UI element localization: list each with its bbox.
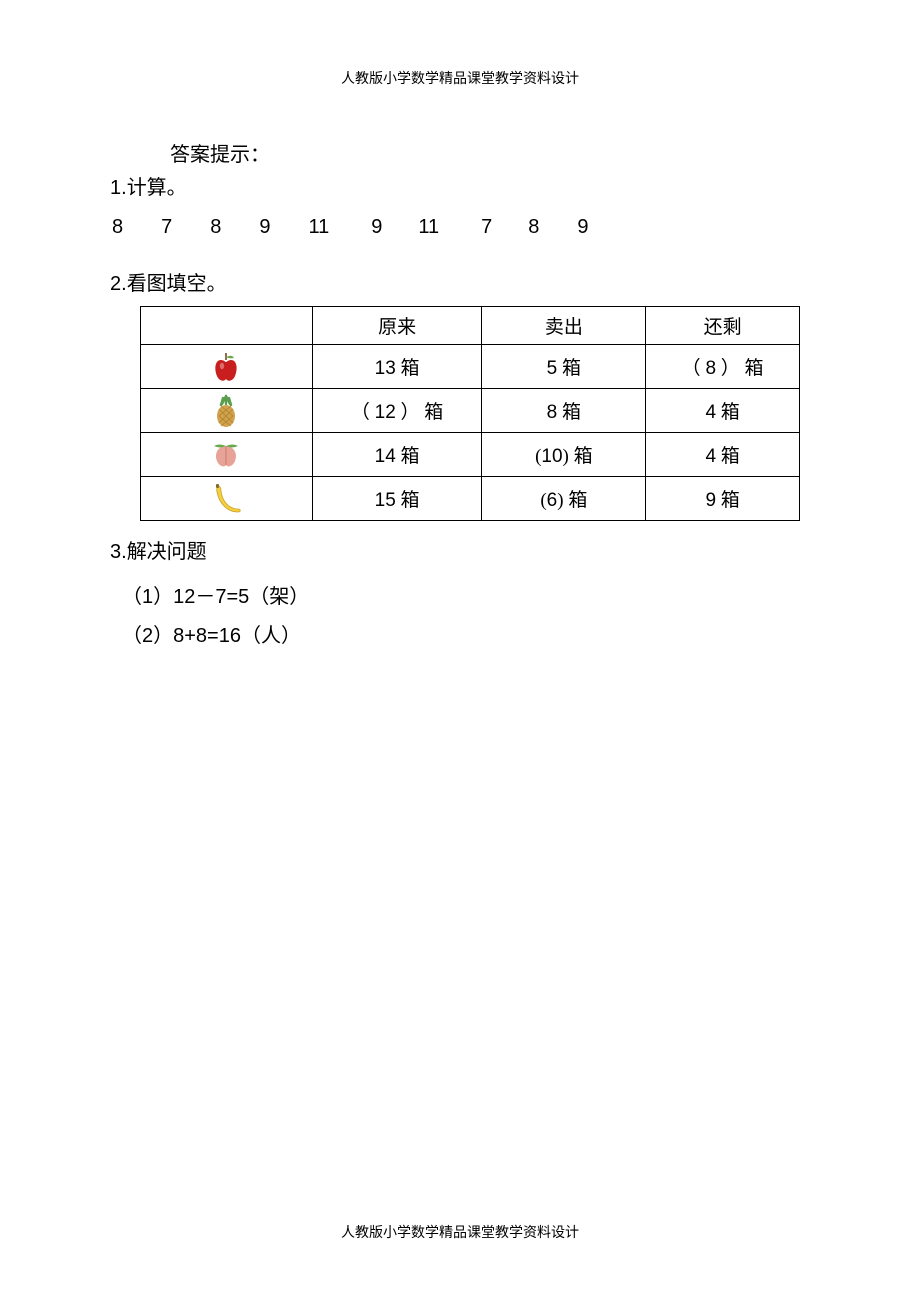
table-cell: 5 箱 — [482, 345, 646, 389]
number-value: 8 — [210, 216, 221, 239]
section3-text: 解决问题 — [127, 541, 207, 563]
section2-text: 看图填空。 — [127, 273, 227, 295]
page-footer: 人教版小学数学精品课堂教学资料设计 — [0, 1222, 920, 1242]
table-header — [141, 307, 313, 345]
table-cell: 4 箱 — [646, 433, 800, 477]
table-header: 卖出 — [482, 307, 646, 345]
section2-num: 2. — [110, 273, 127, 295]
solve-item: （2）8+8=16（人） — [122, 619, 810, 648]
table-cell: 13 箱 — [312, 345, 482, 389]
table-cell: 4 箱 — [646, 389, 800, 433]
table-row: 14 箱(10) 箱4 箱 — [141, 433, 800, 477]
section1-num: 1. — [110, 177, 127, 199]
pineapple-icon — [141, 389, 313, 433]
answer-hint: 答案提示： — [170, 138, 810, 167]
fill-table: 原来卖出还剩 13 箱5 箱（ 8 ） 箱 （ 12 ） 箱8 箱4 箱 14 … — [140, 306, 800, 521]
table-cell: 15 箱 — [312, 477, 482, 521]
table-cell: 9 箱 — [646, 477, 800, 521]
table-cell: (6) 箱 — [482, 477, 646, 521]
section3-title: 3.解决问题 — [110, 535, 810, 564]
table-cell: 14 箱 — [312, 433, 482, 477]
section1-title: 1.计算。 — [110, 171, 810, 200]
section1-text: 计算。 — [127, 177, 187, 199]
table-row: 13 箱5 箱（ 8 ） 箱 — [141, 345, 800, 389]
number-value: 8 — [528, 216, 539, 239]
solve-item: （1）12－7=5（架） — [122, 580, 810, 609]
table-row: 15 箱(6) 箱9 箱 — [141, 477, 800, 521]
number-value: 7 — [481, 216, 492, 239]
number-value: 9 — [371, 216, 382, 239]
table-header: 还剩 — [646, 307, 800, 345]
number-value: 11 — [418, 216, 439, 239]
page-header: 人教版小学数学精品课堂教学资料设计 — [0, 0, 920, 88]
number-value: 9 — [259, 216, 270, 239]
table-cell: (10) 箱 — [482, 433, 646, 477]
table-cell: （ 8 ） 箱 — [646, 345, 800, 389]
section3-num: 3. — [110, 541, 127, 563]
table-header: 原来 — [312, 307, 482, 345]
number-value: 7 — [161, 216, 172, 239]
apple-icon — [141, 345, 313, 389]
table-cell: （ 12 ） 箱 — [312, 389, 482, 433]
page-content: 答案提示： 1.计算。 8 7 8 9 11 9 11 7 8 9 2.看图填空。 原来卖出还剩 … — [0, 88, 920, 648]
number-value: 11 — [309, 216, 330, 239]
table-cell: 8 箱 — [482, 389, 646, 433]
number-row: 8 7 8 9 11 9 11 7 8 9 — [112, 216, 810, 239]
peach-icon — [141, 433, 313, 477]
number-value: 8 — [112, 216, 123, 239]
table-row: （ 12 ） 箱8 箱4 箱 — [141, 389, 800, 433]
number-value: 9 — [577, 216, 588, 239]
section2-title: 2.看图填空。 — [110, 267, 810, 296]
banana-icon — [141, 477, 313, 521]
